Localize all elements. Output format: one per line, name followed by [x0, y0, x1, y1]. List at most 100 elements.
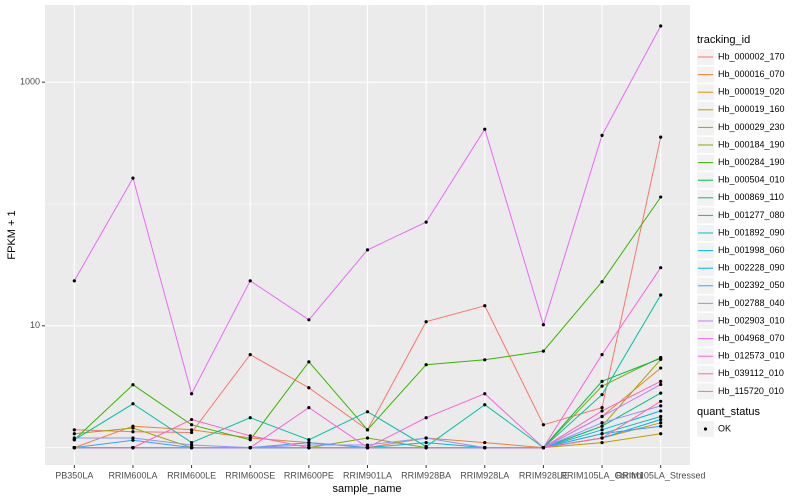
data-point	[600, 406, 604, 410]
legend-label: Hb_115720_010	[718, 386, 784, 396]
y-tick-label: 10	[30, 320, 40, 330]
data-point	[131, 438, 135, 442]
legend-label: Hb_001892_090	[718, 227, 785, 237]
legend-label: Hb_002903_010	[718, 315, 785, 325]
x-tick-label: RRIM105LA_Control	[561, 470, 644, 480]
data-point	[424, 220, 428, 224]
x-tick-label: RRIM600PE	[284, 470, 334, 480]
data-point	[365, 428, 370, 432]
y-tick-label: 1000	[20, 77, 40, 87]
data-point	[483, 392, 487, 396]
x-tick-label: RRIM600LA	[108, 470, 157, 480]
data-point	[659, 409, 663, 413]
data-point	[659, 379, 663, 383]
legend-label: Hb_002228_090	[718, 263, 785, 273]
data-point	[659, 421, 663, 425]
legend-title: tracking_id	[697, 34, 750, 46]
data-point	[483, 403, 487, 407]
data-point	[72, 446, 76, 450]
data-point	[365, 410, 370, 414]
data-point	[659, 366, 663, 370]
data-point	[659, 24, 663, 28]
legend-label: Hb_004968_070	[718, 333, 785, 343]
data-point	[307, 406, 311, 410]
legend-label: Hb_000019_160	[718, 104, 785, 114]
data-point	[541, 446, 546, 450]
data-point	[600, 409, 604, 413]
data-point	[600, 428, 604, 432]
data-point	[659, 432, 663, 436]
data-point	[424, 446, 428, 450]
data-point	[483, 127, 487, 131]
data-point	[424, 440, 428, 445]
legend-label: Hb_000002_170	[718, 51, 785, 61]
data-point	[307, 438, 311, 442]
x-tick-label: RRIM600LE	[167, 470, 216, 480]
data-point	[72, 432, 76, 436]
data-point	[659, 417, 663, 422]
data-point	[307, 440, 311, 445]
legend-label: Hb_000016_070	[718, 69, 785, 79]
data-point	[483, 440, 487, 445]
data-point	[365, 443, 370, 447]
shape-legend-title: quant_status	[697, 406, 760, 418]
y-axis-label: FPKM + 1	[6, 210, 18, 259]
data-point	[131, 383, 135, 387]
data-point	[131, 446, 135, 450]
x-tick-label: PB350LA	[55, 470, 93, 480]
data-point	[248, 438, 252, 442]
data-point	[424, 436, 428, 440]
data-point	[600, 421, 604, 425]
legend-label: Hb_000504_010	[718, 175, 785, 185]
x-axis-label: sample_name	[332, 483, 401, 495]
data-point	[600, 424, 604, 428]
data-point	[600, 353, 604, 357]
data-point	[659, 356, 663, 361]
data-point	[365, 436, 370, 440]
data-point	[248, 416, 252, 420]
legend-label: Hb_039112_010	[718, 368, 784, 378]
legend-label: OK	[718, 423, 731, 433]
data-point	[659, 404, 663, 408]
data-point	[600, 414, 604, 419]
data-point	[600, 440, 604, 445]
data-point	[131, 402, 135, 406]
data-point	[72, 436, 76, 440]
legend-shape	[703, 427, 708, 431]
data-point	[189, 446, 194, 450]
data-point	[365, 446, 370, 450]
data-point	[659, 391, 663, 395]
data-point	[659, 293, 663, 297]
legend-label: Hb_001998_060	[718, 245, 785, 255]
data-point	[189, 430, 194, 435]
legend-label: Hb_002392_050	[718, 280, 785, 290]
data-point	[600, 379, 604, 383]
legend-label: Hb_012573_010	[718, 351, 785, 361]
data-point	[72, 279, 76, 283]
data-point	[483, 304, 487, 308]
data-point	[659, 135, 663, 139]
data-point	[600, 280, 604, 284]
data-point	[131, 436, 135, 440]
data-point	[248, 434, 252, 438]
x-tick-label: RRIM928BA	[401, 470, 451, 480]
data-point	[248, 446, 252, 450]
data-point	[131, 176, 135, 180]
data-point	[72, 428, 76, 432]
data-point	[131, 430, 135, 434]
data-point	[659, 424, 663, 428]
data-point	[307, 386, 311, 390]
x-tick-label: RRIM600SE	[225, 470, 275, 480]
data-point	[659, 195, 663, 199]
data-point	[424, 363, 428, 367]
legend-label: Hb_000869_110	[718, 192, 784, 202]
data-point	[131, 426, 135, 430]
legend-label: Hb_000029_230	[718, 122, 785, 132]
data-point	[483, 446, 487, 450]
legend-label: Hb_000019_020	[718, 87, 785, 97]
data-point	[189, 440, 194, 445]
data-point	[248, 353, 252, 357]
data-point	[189, 392, 194, 396]
data-point	[189, 428, 194, 432]
